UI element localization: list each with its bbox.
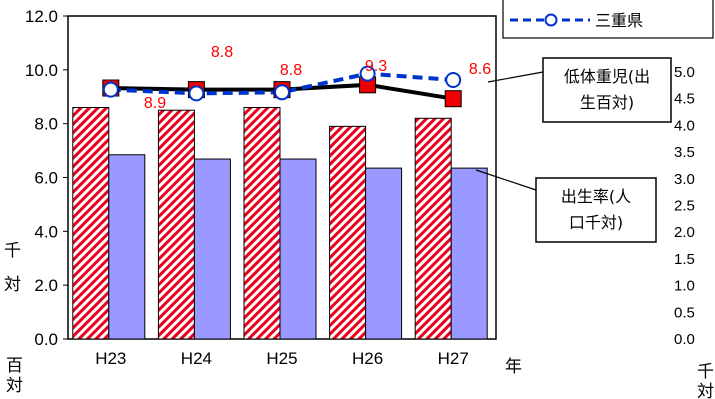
bar-series1-H24: [157, 109, 195, 340]
category-label-H23: H23: [95, 349, 126, 368]
legend-label-mie: 三重県: [595, 11, 643, 30]
line-series2: [110, 71, 454, 96]
marker-series2-H23: [102, 81, 119, 98]
category-label-H24: H24: [181, 349, 212, 368]
callout-box-birth-rate: [535, 177, 657, 243]
callout-line1-low-birth-weight: 低体重児(出: [564, 67, 650, 86]
category-label-H25: H25: [266, 349, 297, 368]
bar-series1-H26: [329, 125, 367, 340]
marker-series2-H26: [359, 65, 376, 82]
callout-line2-low-birth-weight: 生百対): [580, 93, 634, 112]
bar-series2-H27: [450, 167, 488, 340]
x-axis-unit-label: 年: [505, 357, 522, 377]
bar-series1-H23: [72, 107, 110, 340]
left-tick-label: 12.0: [25, 7, 58, 26]
right-tick-label: 0.5: [674, 304, 695, 321]
right-axis: 5.0 4.5 4.0 3.5 3.0 2.5 2.0 1.5 1.0 0.5 0.0: [674, 64, 695, 348]
left-axis-unit-top-char1: 千: [4, 241, 21, 261]
right-tick-label: 3.5: [674, 144, 695, 161]
right-tick-label: 5.0: [674, 64, 695, 81]
bar-series2-H26: [365, 167, 403, 340]
callout-line2-birth-rate: 口千対): [569, 213, 623, 232]
callout-box-low-birth-weight: [542, 57, 672, 123]
left-tick-label: 0.0: [34, 330, 58, 349]
data-label-H27: 8.6: [469, 61, 491, 78]
category-label-H27: H27: [438, 349, 469, 368]
left-axis-unit-top-char2: 対: [4, 275, 21, 295]
right-tick-label: 1.0: [674, 278, 695, 295]
data-label-H24: 8.8: [211, 44, 233, 61]
markers-layer: [102, 65, 462, 108]
right-axis-unit-char2: 対: [697, 382, 714, 399]
left-axis-unit-bottom-char1: 百: [6, 356, 23, 376]
category-axis: H23 H24 H25 H26 H27: [95, 349, 469, 368]
marker-series2-H25: [274, 84, 290, 101]
right-tick-label: 4.0: [674, 117, 695, 134]
left-axis: 12.0 10.0 8.0 6.0 4.0 2.0 0.0: [25, 7, 68, 349]
right-tick-label: 3.0: [674, 171, 695, 188]
data-label-H23: 8.9: [144, 95, 166, 112]
legend-marker-mie: [544, 13, 558, 27]
callout-line1-birth-rate: 出生率(人: [561, 187, 631, 206]
data-label-H26: 9.3: [365, 58, 387, 75]
left-tick-label: 8.0: [34, 115, 58, 134]
callout-birth-rate: 出生率(人 口千対): [475, 169, 657, 243]
bar-series2-H25: [279, 158, 317, 340]
data-label-H25: 8.8: [280, 62, 302, 79]
bar-series2-H23: [108, 154, 146, 340]
left-tick-label: 10.0: [25, 61, 58, 80]
bar-series2-H24: [193, 158, 231, 340]
legend: 三重県: [502, 0, 714, 39]
right-axis-unit-char1: 千: [697, 362, 714, 382]
labels-layer: 8.9 8.8 8.8 9.3 8.6: [144, 44, 491, 112]
right-tick-label: 0.0: [674, 331, 695, 348]
callout-pointer-low-birth-weight: [487, 71, 544, 83]
left-tick-label: 2.0: [34, 276, 58, 295]
marker-series1-H27: [444, 90, 462, 108]
right-tick-label: 4.5: [674, 91, 695, 108]
marker-series2-H27: [445, 72, 462, 89]
right-tick-label: 2.0: [674, 224, 695, 241]
left-tick-label: 4.0: [34, 222, 58, 241]
category-label-H26: H26: [352, 349, 383, 368]
left-tick-label: 6.0: [34, 169, 58, 188]
callout-low-birth-weight: 低体重児(出 生百対): [487, 57, 672, 123]
right-tick-label: 2.5: [674, 198, 695, 215]
right-tick-label: 1.5: [674, 251, 695, 268]
marker-series2-H24: [188, 85, 205, 102]
left-axis-unit-bottom-char2: 対: [6, 376, 23, 396]
callout-pointer-birth-rate: [475, 169, 537, 191]
bar-series1-H25: [243, 107, 281, 340]
bars-layer: [72, 107, 488, 340]
bar-series1-H27: [414, 117, 452, 340]
